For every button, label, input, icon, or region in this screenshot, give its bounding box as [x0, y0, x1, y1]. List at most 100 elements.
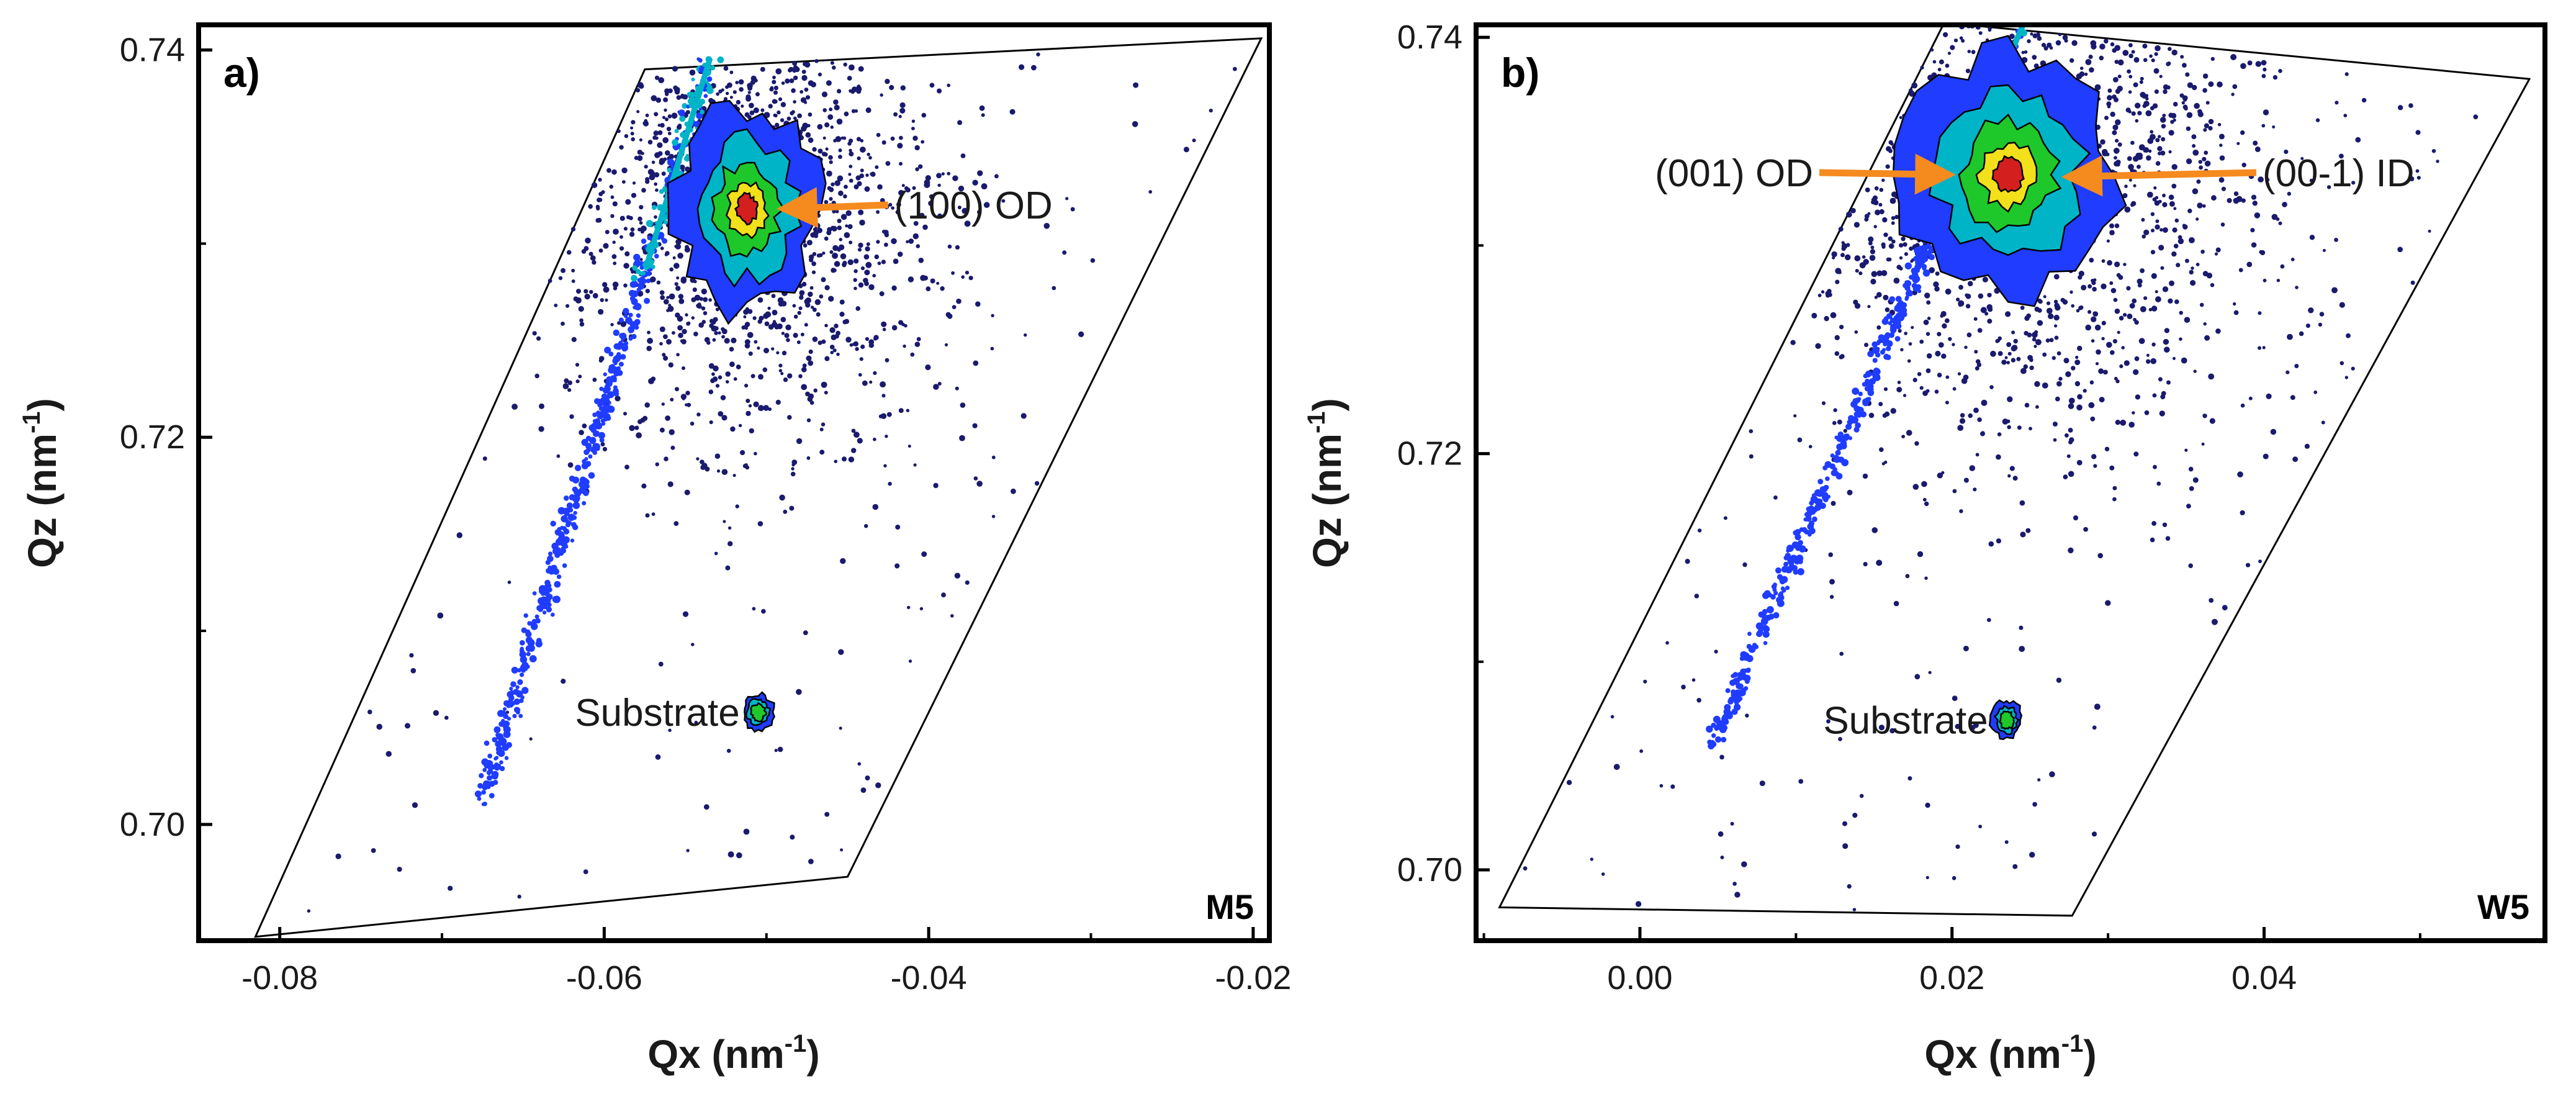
- streak-dot: [1852, 387, 1860, 395]
- scatter-dot: [711, 319, 716, 325]
- scatter-dot: [655, 188, 659, 192]
- scatter-dot: [754, 340, 758, 344]
- streak-dot: [663, 220, 668, 225]
- sample-tag: W5: [2477, 887, 2529, 926]
- scatter-dot: [853, 278, 857, 283]
- scatter-dot: [796, 438, 803, 445]
- scatter-dot: [808, 349, 813, 355]
- scatter-dot: [1881, 178, 1885, 182]
- scatter-dot: [2162, 522, 2168, 527]
- streak-dot: [1888, 314, 1893, 319]
- scatter-dot: [2266, 178, 2270, 182]
- scatter-dot: [1978, 31, 1983, 35]
- scatter-dot: [991, 515, 996, 518]
- scatter-dot: [623, 283, 628, 288]
- scatter-dot: [2069, 58, 2074, 63]
- scatter-dot: [2030, 32, 2033, 36]
- x-tick-label: -0.06: [566, 959, 642, 997]
- scatter-dot: [744, 343, 750, 349]
- scatter-dot: [2024, 331, 2029, 336]
- streak-dot: [560, 525, 564, 530]
- streak-dot: [1873, 368, 1880, 374]
- scatter-dot: [2120, 419, 2127, 426]
- scatter-dot: [637, 155, 643, 161]
- streak-dot: [588, 472, 595, 479]
- scatter-dot: [687, 321, 691, 325]
- streak-dot: [693, 120, 701, 127]
- scatter-dot: [680, 278, 687, 284]
- scatter-dot: [690, 422, 695, 426]
- streak-dot: [517, 668, 522, 672]
- scatter-dot: [1011, 488, 1016, 494]
- scatter-dot: [732, 90, 737, 94]
- scatter-dot: [681, 339, 687, 345]
- streak-dot: [547, 555, 554, 563]
- scatter-dot: [919, 607, 924, 611]
- scatter-dot: [981, 113, 985, 117]
- scatter-dot: [2133, 184, 2137, 188]
- scatter-dot: [865, 775, 870, 780]
- scatter-dot: [678, 298, 685, 304]
- scatter-dot: [2117, 75, 2122, 79]
- scatter-dot: [814, 299, 821, 305]
- scatter-dot: [2172, 184, 2176, 188]
- scatter-dot: [2157, 146, 2163, 151]
- scatter-dot: [1797, 437, 1803, 443]
- scatter-dot: [2052, 422, 2058, 427]
- scatter-dot: [1871, 271, 1878, 278]
- streak-dot: [1804, 511, 1812, 518]
- scatter-dot: [925, 364, 931, 371]
- x-axis-label: Qx (nm-1): [647, 1030, 819, 1077]
- scatter-dot: [844, 111, 849, 117]
- scatter-dot: [763, 348, 769, 354]
- streak-dot: [562, 563, 567, 568]
- scatter-dot: [937, 183, 941, 188]
- scatter-dot: [1984, 312, 1989, 316]
- scatter-dot: [2094, 703, 2101, 710]
- scatter-dot: [641, 188, 646, 193]
- scatter-dot: [1987, 618, 1991, 622]
- scatter-dot: [2217, 81, 2223, 88]
- scatter-dot: [891, 285, 897, 291]
- scatter-dot: [929, 194, 934, 199]
- scatter-dot: [919, 212, 925, 218]
- streak-dot: [515, 685, 520, 689]
- scatter-dot: [687, 402, 691, 407]
- scatter-dot: [1885, 307, 1890, 312]
- scatter-dot: [1868, 241, 1873, 246]
- scatter-dot: [813, 388, 817, 393]
- x-tick-label: 0.00: [1607, 959, 1672, 997]
- scatter-dot: [2179, 310, 2183, 315]
- scatter-dot: [2117, 142, 2122, 147]
- scatter-dot: [1865, 188, 1870, 192]
- streak-dot: [634, 325, 639, 330]
- scatter-dot: [675, 286, 681, 291]
- streak-dot: [489, 793, 495, 798]
- streak-dot: [1783, 561, 1789, 567]
- scatter-dot: [1745, 713, 1749, 718]
- scatter-dot: [840, 848, 844, 852]
- streak-dot: [573, 510, 577, 515]
- scatter-dot: [2019, 500, 2025, 506]
- scatter-dot: [663, 356, 669, 361]
- streak-dot: [602, 387, 610, 394]
- streak-dot: [1928, 248, 1934, 254]
- scatter-dot: [609, 184, 614, 189]
- scatter-dot: [2210, 57, 2215, 61]
- scatter-dot: [2159, 228, 2163, 232]
- scatter-dot: [965, 580, 970, 585]
- scatter-dot: [732, 474, 736, 477]
- scatter-dot: [1908, 342, 1912, 346]
- streak-dot: [484, 740, 490, 746]
- scatter-dot: [624, 251, 630, 256]
- scatter-dot: [851, 448, 857, 453]
- scatter-dot: [798, 374, 803, 379]
- scatter-dot: [825, 147, 829, 151]
- streak-dot: [660, 237, 665, 242]
- scatter-dot: [834, 104, 840, 111]
- scatter-dot: [1868, 236, 1874, 243]
- scatter-dot: [2088, 402, 2095, 409]
- streak-dot: [1764, 590, 1771, 597]
- streak-dot: [1819, 502, 1826, 509]
- scatter-dot: [864, 269, 870, 276]
